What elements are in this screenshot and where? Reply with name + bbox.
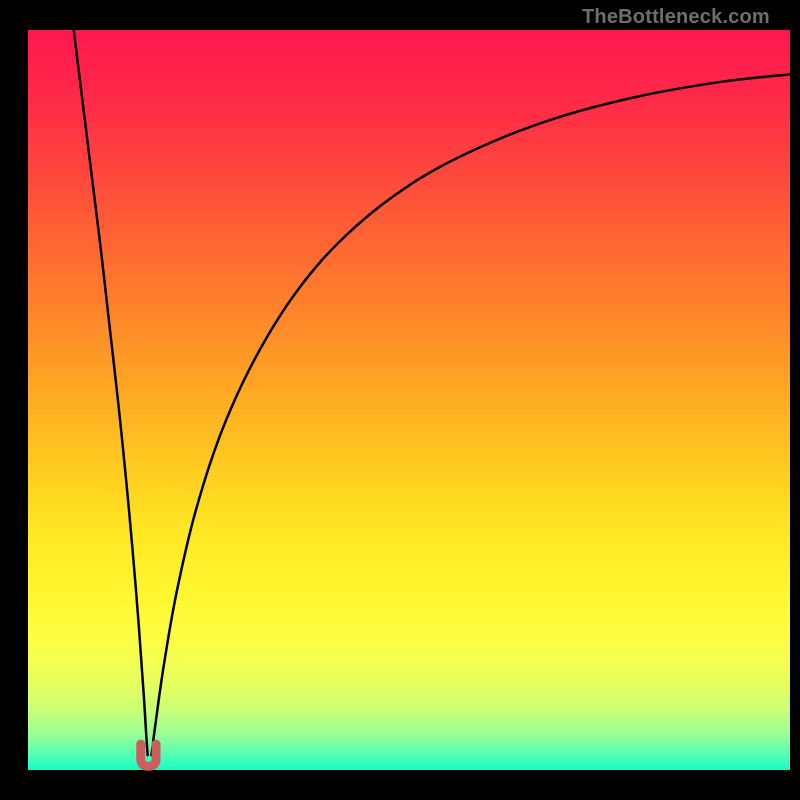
watermark-text: TheBottleneck.com xyxy=(582,6,770,29)
gradient-background xyxy=(28,30,790,770)
border-bottom xyxy=(0,770,800,800)
border-left xyxy=(0,0,28,800)
border-right xyxy=(790,0,800,800)
